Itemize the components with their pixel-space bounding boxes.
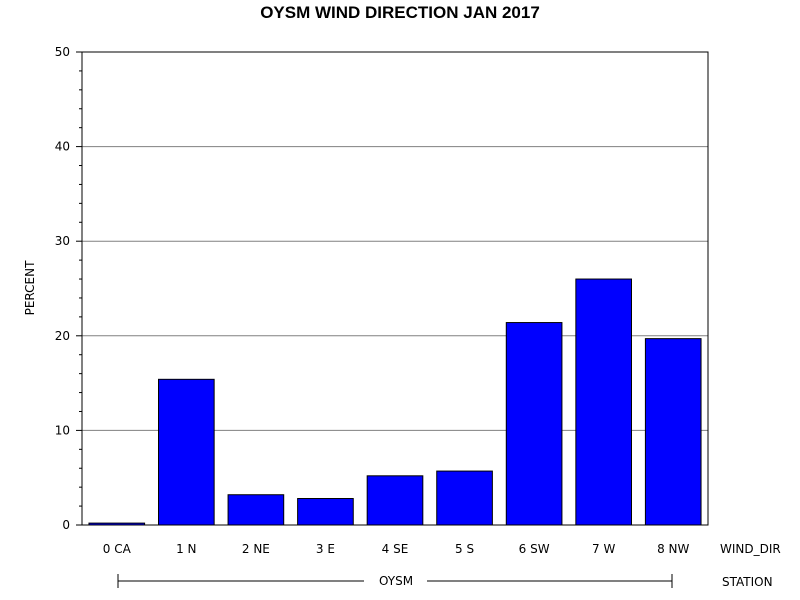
plot-frame <box>81 51 709 526</box>
chart-title: OYSM WIND DIRECTION JAN 2017 <box>260 3 540 22</box>
x-tick-label: 4 SE <box>382 542 409 556</box>
bar-3 <box>297 498 354 526</box>
x-tick-label: 5 S <box>455 542 474 556</box>
x-tick-label: 3 E <box>316 542 335 556</box>
x-axis: 0 CA 1 N 2 NE 3 E 4 SE 5 S 6 SW 7 W 8 NW <box>103 542 690 556</box>
y-tick-label: 30 <box>55 234 70 248</box>
y-axis-label: PERCENT <box>23 260 37 315</box>
station-axis-label: STATION <box>722 575 773 589</box>
y-tick-label: 20 <box>55 329 70 343</box>
bar-1 <box>158 378 215 526</box>
station-group: OYSM <box>117 574 673 588</box>
station-name: OYSM <box>379 574 413 588</box>
bar-2 <box>227 494 285 526</box>
bar-8 <box>644 338 702 526</box>
x-axis-label: WIND_DIR <box>720 542 781 556</box>
x-tick-label: 0 CA <box>103 542 132 556</box>
x-tick-label: 8 NW <box>657 542 689 556</box>
x-tick-label: 6 SW <box>519 542 550 556</box>
bar-4 <box>366 475 424 526</box>
y-tick-label: 10 <box>55 423 70 437</box>
y-tick-label: 0 <box>62 518 70 532</box>
bar-6 <box>505 322 563 526</box>
y-tick-label: 40 <box>55 140 70 154</box>
x-tick-label: 1 N <box>176 542 196 556</box>
x-tick-label: 7 W <box>592 542 615 556</box>
bars <box>88 278 702 526</box>
y-axis: 0 10 20 30 40 50 <box>55 45 82 532</box>
x-tick-label: 2 NE <box>242 542 270 556</box>
bar-5 <box>436 470 493 526</box>
y-tick-label: 50 <box>55 45 70 59</box>
bar-7 <box>575 278 632 526</box>
